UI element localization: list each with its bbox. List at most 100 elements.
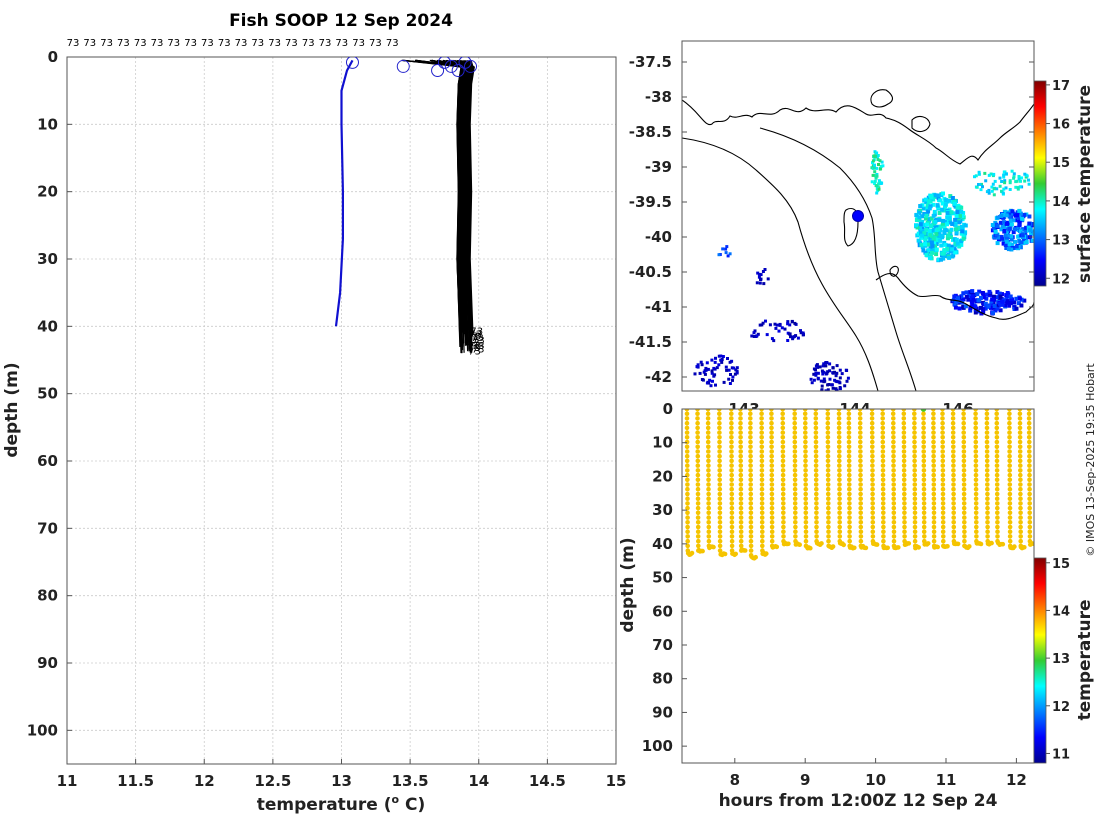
- map-sst-pixel: [941, 256, 946, 261]
- timeseries-point: [684, 416, 690, 421]
- timeseries-point: [780, 477, 786, 483]
- map-sst-pixel: [756, 271, 760, 275]
- timeseries-x-tick-label: 11: [936, 771, 957, 789]
- map-sst-pixel: [943, 242, 948, 247]
- map-sst-pixel: [985, 190, 989, 194]
- timeseries-point: [684, 449, 690, 454]
- map-sst-pixel: [843, 384, 847, 388]
- timeseries-point: [1017, 420, 1023, 426]
- timeseries-point: [769, 409, 774, 412]
- timeseries-point: [769, 439, 774, 445]
- map-sst-pixel: [878, 159, 882, 163]
- map-sst-pixel: [942, 223, 947, 228]
- map-sst-pixel: [777, 329, 781, 333]
- timeseries-point: [935, 544, 940, 550]
- timeseries-point: [738, 416, 743, 421]
- coastline-port-phillip: [870, 89, 894, 108]
- map-sst-pixel: [1003, 179, 1007, 183]
- timeseries-point: [940, 529, 946, 534]
- timeseries-point: [717, 543, 723, 549]
- map-sst-pixel: [979, 305, 983, 310]
- timeseries-point: [891, 538, 897, 544]
- map-sst-pixel: [960, 225, 964, 229]
- timeseries-point: [825, 449, 831, 454]
- profile-count-label: 73: [251, 38, 264, 49]
- map-sst-pixel: [969, 304, 974, 309]
- credit-text: © IMOS 13-Sep-2025 19:35 Hobart: [1084, 363, 1097, 557]
- timeseries-point: [826, 505, 831, 511]
- timeseries-point: [769, 416, 774, 421]
- timeseries-point: [847, 496, 852, 502]
- timeseries-point: [837, 505, 842, 511]
- timeseries-point: [837, 524, 842, 530]
- map-sst-pixel: [955, 210, 960, 215]
- timeseries-point: [912, 538, 918, 544]
- map-sst-pixel: [989, 305, 993, 310]
- map-sst-pixel: [961, 297, 966, 302]
- timeseries-point: [846, 416, 852, 421]
- timeseries-point: [837, 468, 842, 473]
- timeseries-point: [792, 496, 798, 502]
- timeseries-point: [837, 496, 842, 502]
- map-sst-pixel: [1006, 294, 1011, 299]
- timeseries-point: [858, 468, 863, 473]
- map-sst-pixel: [1017, 177, 1021, 181]
- map-sst-pixel: [977, 170, 981, 174]
- timeseries-colorbar-tick-label: 11: [1052, 747, 1070, 762]
- timeseries-point: [792, 468, 798, 473]
- map-sst-pixel: [702, 370, 706, 374]
- timeseries-point: [1017, 411, 1023, 417]
- map-sst-pixel: [926, 199, 931, 204]
- timeseries-point: [729, 425, 734, 431]
- timeseries-point: [984, 453, 990, 459]
- timeseries-point: [769, 491, 775, 497]
- map-sst-pixel: [1004, 229, 1009, 234]
- map-sst-pixel: [945, 233, 950, 238]
- timeseries-point: [1026, 430, 1032, 435]
- map-sst-pixel: [929, 194, 934, 199]
- map-sst-pixel: [846, 376, 850, 380]
- timeseries-point: [738, 486, 744, 492]
- timeseries-point: [738, 501, 744, 506]
- map-sst-pixel: [938, 238, 943, 243]
- map-sst-pixel: [1002, 229, 1007, 234]
- timeseries-point: [706, 534, 712, 539]
- timeseries-point: [1007, 501, 1013, 506]
- timeseries-point: [1027, 486, 1032, 492]
- timeseries-point: [891, 534, 897, 539]
- timeseries-point: [738, 496, 744, 502]
- timeseries-point: [921, 496, 927, 502]
- map-sst-pixel: [990, 185, 994, 189]
- timeseries-point: [858, 453, 863, 459]
- timeseries-point: [858, 449, 863, 454]
- timeseries-point: [695, 458, 701, 464]
- map-sst-pixel: [735, 369, 739, 373]
- timeseries-point: [901, 449, 907, 454]
- timeseries-point: [940, 409, 945, 412]
- timeseries-point: [780, 409, 785, 412]
- profile-x-tick-label: 11.5: [117, 772, 154, 790]
- timeseries-point: [695, 496, 701, 502]
- map-sst-pixel: [931, 202, 936, 207]
- map-sst-pixel: [705, 361, 709, 365]
- timeseries-point: [706, 472, 711, 478]
- timeseries-point: [1007, 416, 1012, 421]
- map-sst-pixel: [994, 232, 999, 237]
- timeseries-point: [857, 420, 863, 426]
- profile-surface-marker: [437, 57, 451, 69]
- map-sst-pixel: [717, 363, 721, 367]
- timeseries-point: [748, 463, 753, 468]
- map-sst-pixel: [1031, 222, 1034, 227]
- timeseries-point: [769, 444, 774, 450]
- timeseries-point: [912, 477, 918, 483]
- timeseries-point: [961, 468, 967, 473]
- timeseries-point: [902, 515, 907, 520]
- map-sst-pixel: [926, 217, 931, 222]
- map-sst-pixel: [935, 193, 940, 198]
- timeseries-point: [890, 409, 896, 412]
- timeseries-point: [912, 501, 918, 506]
- timeseries-point: [705, 425, 711, 431]
- timeseries-point: [974, 529, 979, 534]
- coastline-mainland: [682, 99, 1034, 165]
- timeseries-point: [717, 534, 723, 539]
